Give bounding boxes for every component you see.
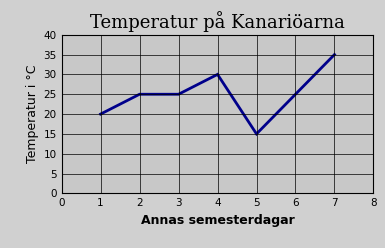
Y-axis label: Temperatur i °C: Temperatur i °C (26, 65, 39, 163)
Title: Temperatur på Kanariöarna: Temperatur på Kanariöarna (90, 11, 345, 32)
X-axis label: Annas semesterdagar: Annas semesterdagar (141, 214, 295, 227)
